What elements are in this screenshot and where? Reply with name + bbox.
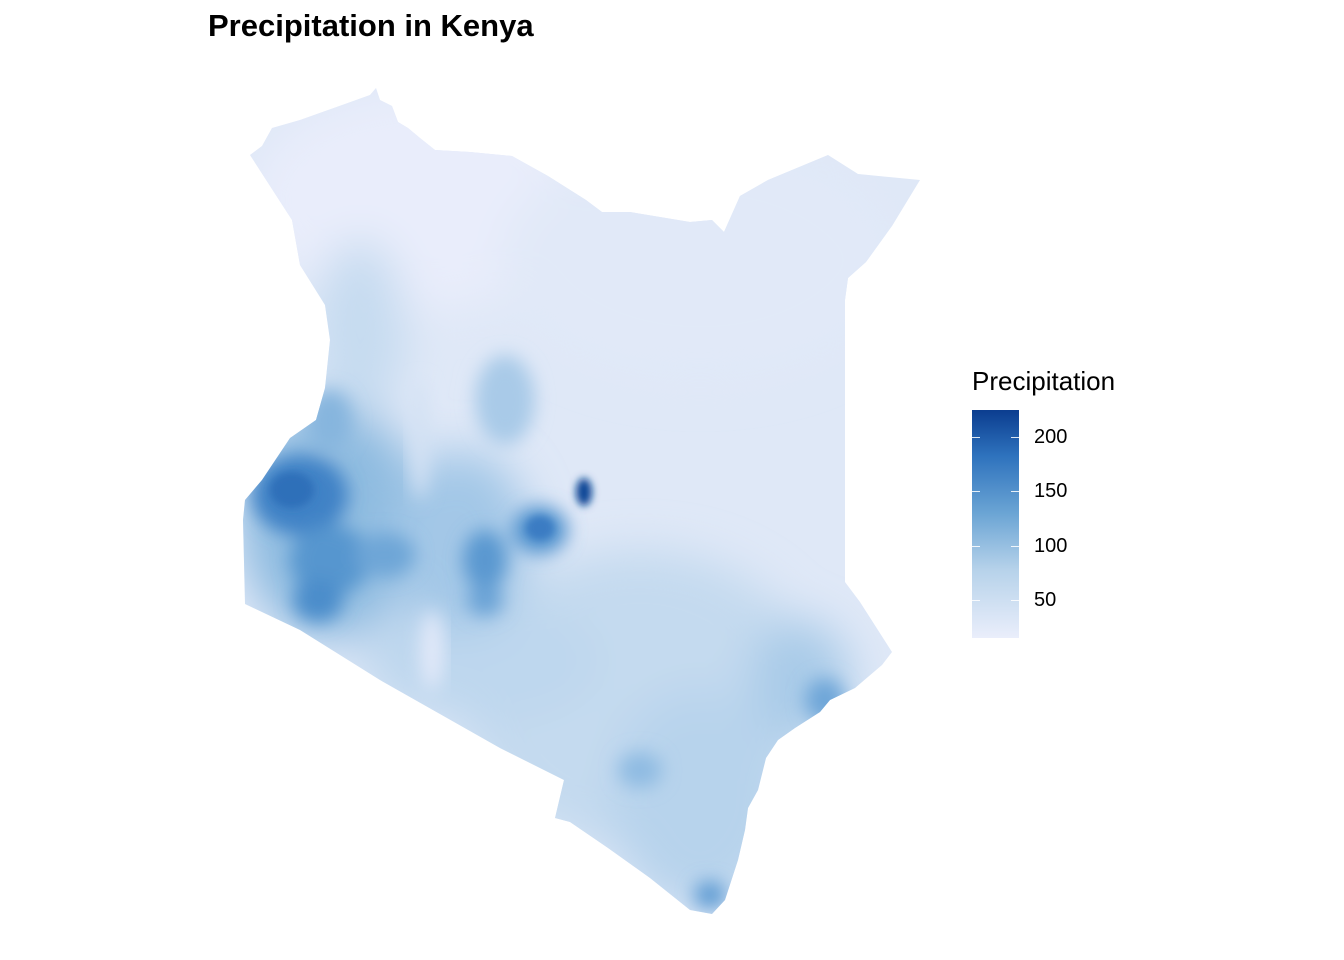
map-raster (243, 88, 920, 914)
legend-tick (1011, 545, 1019, 547)
legend-break-label: 100 (1034, 534, 1068, 557)
legend-tick (1011, 600, 1019, 601)
map-title: Precipitation in Kenya (208, 8, 534, 43)
legend-break-label: 50 (1034, 589, 1057, 611)
legend-title: Precipitation (972, 366, 1116, 396)
legend-tick (1011, 437, 1019, 439)
legend-break-label: 150 (1034, 480, 1068, 503)
legend-break-label: 200 (1034, 426, 1068, 449)
legend-tick (972, 600, 980, 601)
legend-tick (1011, 491, 1019, 493)
legend-tick (972, 545, 980, 547)
legend: Precipitation 200 150 100 50 (972, 366, 1172, 656)
legend-colorbar (972, 410, 1019, 638)
legend-tick (972, 437, 980, 439)
legend-tick (972, 491, 980, 493)
